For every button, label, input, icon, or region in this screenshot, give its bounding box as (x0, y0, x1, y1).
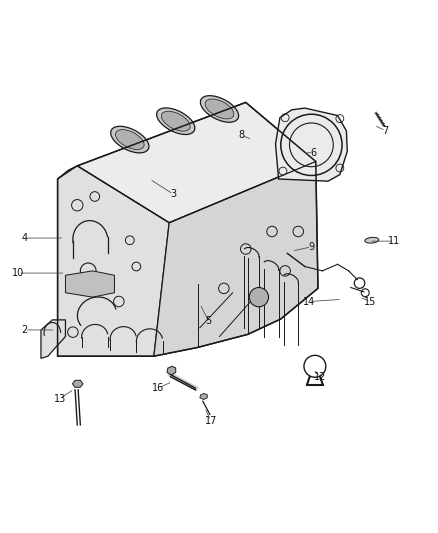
Text: 4: 4 (21, 233, 28, 243)
Polygon shape (57, 166, 169, 356)
Polygon shape (199, 393, 207, 400)
Ellipse shape (110, 126, 148, 153)
Text: 8: 8 (238, 130, 244, 140)
Text: 11: 11 (388, 236, 400, 246)
Text: 15: 15 (364, 296, 376, 306)
Polygon shape (166, 366, 175, 375)
Ellipse shape (205, 99, 233, 119)
Ellipse shape (364, 237, 378, 243)
Polygon shape (153, 161, 317, 356)
Text: 10: 10 (12, 268, 24, 278)
Polygon shape (275, 108, 346, 181)
Text: 16: 16 (152, 383, 164, 393)
Circle shape (249, 287, 268, 307)
Text: 9: 9 (307, 242, 314, 252)
Text: 17: 17 (204, 416, 216, 425)
Polygon shape (77, 102, 315, 223)
Text: 2: 2 (21, 325, 28, 335)
Text: 5: 5 (205, 316, 211, 326)
Ellipse shape (115, 130, 144, 150)
Ellipse shape (156, 108, 194, 134)
Text: 12: 12 (313, 372, 325, 382)
Polygon shape (57, 102, 317, 356)
Text: 7: 7 (382, 126, 388, 136)
Ellipse shape (161, 111, 190, 131)
Text: 3: 3 (170, 189, 176, 199)
Text: 14: 14 (302, 296, 314, 306)
Polygon shape (65, 271, 114, 297)
Text: 6: 6 (310, 148, 316, 158)
Text: 13: 13 (53, 394, 66, 403)
Polygon shape (41, 320, 65, 358)
Ellipse shape (200, 95, 238, 122)
Polygon shape (72, 380, 83, 387)
